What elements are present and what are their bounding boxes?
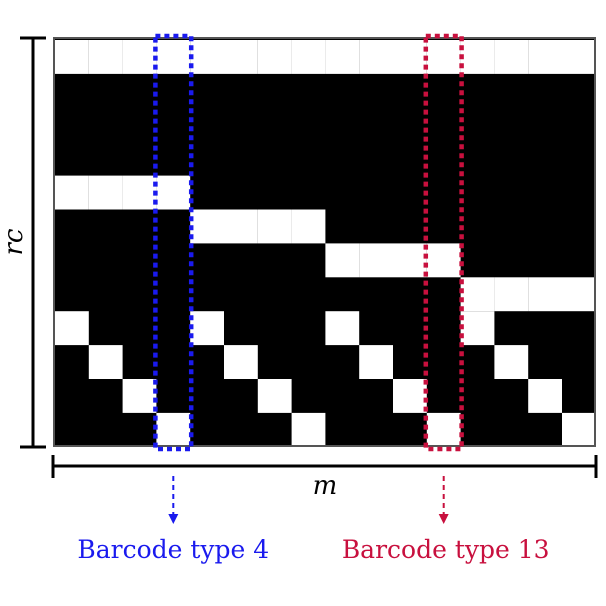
- matrix-cell-white: [55, 40, 89, 74]
- matrix-cell-white: [122, 379, 157, 413]
- matrix-cell-white: [393, 40, 427, 74]
- matrix-cell-white: [325, 40, 360, 74]
- barcode-highlights: Barcode type 4 Barcode type 13: [77, 33, 550, 564]
- binary-matrix: [53, 37, 596, 447]
- matrix-cell-white: [122, 175, 157, 210]
- matrix-cell-white: [359, 345, 393, 379]
- matrix-cell-white: [224, 40, 258, 74]
- matrix-cell-white: [156, 412, 191, 447]
- matrix-cells: [55, 40, 596, 447]
- matrix-cell-white: [426, 243, 461, 278]
- vertical-axis-label: rc: [0, 228, 29, 255]
- matrix-cell-white: [122, 40, 157, 74]
- matrix-cell-white: [156, 175, 191, 210]
- matrix-cell-white: [88, 175, 123, 210]
- matrix-cell-white: [359, 243, 393, 278]
- matrix-cell-white: [393, 243, 427, 278]
- matrix-cell-white: [190, 40, 224, 74]
- matrix-cell-white: [224, 345, 258, 379]
- matrix-cell-white: [426, 40, 461, 74]
- matrix-border: [53, 37, 596, 447]
- matrix-cell-white: [460, 277, 495, 312]
- matrix-cell-white: [359, 40, 393, 74]
- matrix-cell-white: [190, 311, 224, 346]
- matrix-cell-white: [325, 311, 360, 346]
- pointer-arrow-head: [438, 514, 449, 524]
- matrix-cell-white: [494, 345, 529, 379]
- matrix-cell-white: [562, 412, 596, 447]
- matrix-cell-white: [88, 345, 123, 379]
- matrix-cell-white: [55, 311, 89, 346]
- matrix-cell-white: [257, 40, 292, 74]
- matrix-cell-white: [291, 209, 326, 244]
- matrix-cell-white: [562, 277, 596, 312]
- barcode-caption: Barcode type 13: [342, 535, 550, 564]
- horizontal-dimension-bracket: [51, 455, 598, 478]
- matrix-cell-white: [325, 243, 360, 278]
- matrix-cell-white: [156, 40, 191, 74]
- matrix-cell-white: [528, 379, 562, 413]
- matrix-cell-white: [528, 40, 562, 74]
- matrix-cell-white: [257, 379, 292, 413]
- matrix-cell-white: [426, 412, 461, 447]
- matrix-cell-white: [55, 175, 89, 210]
- matrix-cell-white: [393, 379, 427, 413]
- pointer-arrow-head: [168, 514, 179, 524]
- matrix-cell-white: [562, 40, 596, 74]
- matrix-cell-white: [528, 277, 562, 312]
- matrix-cell-white: [494, 40, 529, 74]
- barcode-caption: Barcode type 4: [77, 535, 269, 564]
- matrix-cell-white: [291, 412, 326, 447]
- matrix-cell-white: [460, 40, 495, 74]
- horizontal-axis-label: m: [313, 471, 338, 501]
- matrix-cell-white: [257, 209, 292, 244]
- matrix-cell-white: [88, 40, 123, 74]
- matrix-cell-white: [494, 277, 529, 312]
- matrix-cell-white: [291, 40, 326, 74]
- matrix-cell-white: [460, 311, 495, 346]
- matrix-cell-white: [224, 209, 258, 244]
- matrix-cell-white: [190, 209, 224, 244]
- vertical-dimension-bracket: [20, 36, 46, 449]
